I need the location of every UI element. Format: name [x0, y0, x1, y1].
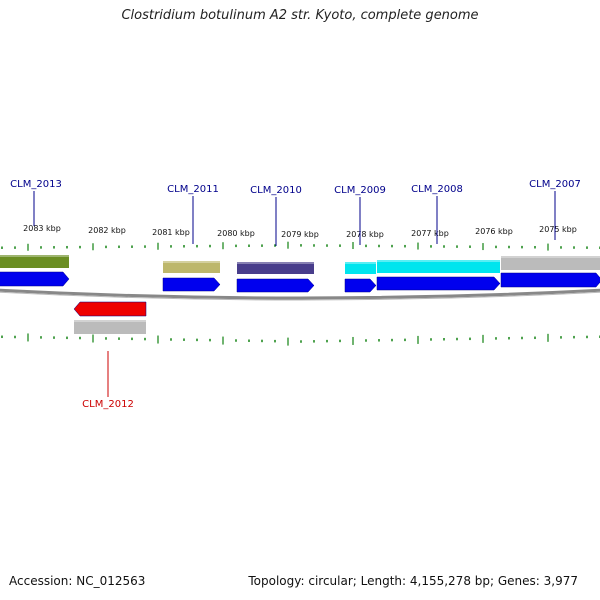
kbp-tick-labels: 2083 kbp 2082 kbp 2081 kbp 2080 kbp 2079 kbp… [23, 224, 577, 239]
kbp-tick-label: 2075 kbp [539, 225, 577, 234]
backbone-arc [0, 288, 600, 300]
genome-backbone [0, 288, 600, 301]
feature-tracks [0, 255, 600, 334]
kbp-tick-label: 2079 kbp [281, 230, 319, 239]
cog-bar-gray-highlight [501, 256, 600, 258]
cds-arrow-forward [376, 276, 501, 291]
cog-bar-olive-highlight [0, 255, 69, 257]
cog-bar-gray [501, 256, 600, 270]
gene-label: CLM_2008 [411, 184, 463, 195]
gene-label: CLM_2011 [167, 184, 219, 195]
gene-label: CLM_2013 [10, 179, 62, 190]
gene-label: CLM_2010 [250, 185, 302, 196]
kbp-tick-label: 2081 kbp [152, 228, 190, 237]
kbp-tick-label: 2082 kbp [88, 226, 126, 235]
cog-bar-olive [0, 255, 69, 268]
genome-summary-text: Topology: circular; Length: 4,155,278 bp… [248, 574, 578, 588]
gene-labels: CLM_2013 CLM_2012 CLM_2011 CLM_2010 CLM_2009… [10, 179, 581, 410]
cds-arrow-forward [344, 278, 377, 293]
cds-arrow-forward [162, 277, 221, 292]
cog-bar-gray-reverse-highlight [74, 320, 146, 322]
gene-label: CLM_2012 [82, 399, 134, 410]
backbone-arc-shadow [0, 291, 600, 301]
kbp-tick-label: 2078 kbp [346, 230, 384, 239]
cds-arrow-forward [236, 278, 315, 293]
cog-bar-slate [237, 262, 314, 274]
gene-label: CLM_2007 [529, 179, 581, 190]
cog-bar-cyan-large-highlight [377, 260, 500, 262]
kbp-tick-label: 2076 kbp [475, 227, 513, 236]
cog-bar-khaki [163, 261, 220, 273]
cog-bar-cyan-small [345, 262, 376, 274]
tick-marks-top [1, 241, 600, 251]
kbp-tick-label: 2083 kbp [23, 224, 61, 233]
cds-arrow-forward [500, 272, 600, 288]
accession-text: Accession: NC_012563 [9, 574, 146, 588]
cog-bar-cyan-small-highlight [345, 262, 376, 264]
cds-arrow-forward [0, 271, 70, 287]
cds-arrow-reverse [73, 301, 147, 317]
map-title: Clostridium botulinum A2 str. Kyoto, com… [121, 8, 479, 23]
cog-bar-khaki-highlight [163, 261, 220, 263]
cog-bar-gray-reverse [74, 320, 146, 334]
cog-bar-slate-highlight [237, 262, 314, 264]
kbp-tick-label: 2080 kbp [217, 229, 255, 238]
cog-bar-cyan-large [377, 260, 500, 273]
gene-label: CLM_2009 [334, 185, 386, 196]
kbp-tick-label: 2077 kbp [411, 229, 449, 238]
tick-marks-bottom [1, 333, 600, 346]
